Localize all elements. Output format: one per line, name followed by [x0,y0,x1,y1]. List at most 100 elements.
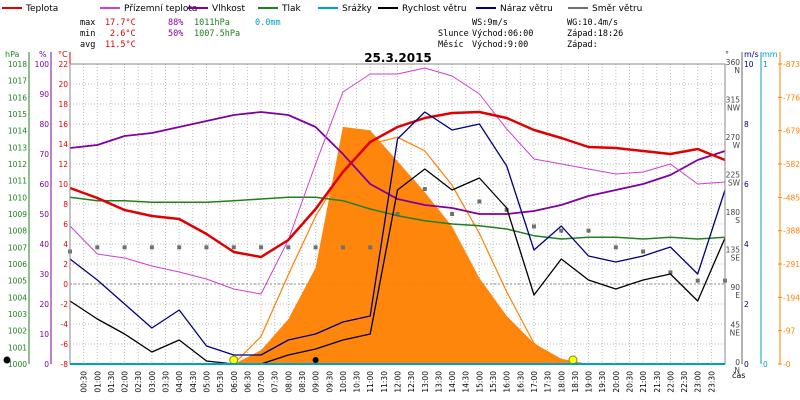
axis-ticks: 1018101710161015101410131012101110101009… [8,58,800,393]
time-tick-label: 15:00 [475,371,484,393]
wind-tick-label: 2 [744,300,749,309]
temperature-unit-label: °C [58,50,68,59]
direction-tick-label: 270 [726,133,741,142]
wind-tick-label: 8 [744,120,749,129]
solar-tick-label: -679 [783,127,800,136]
solar-tick-label: -582 [783,160,800,169]
wind-tick-label: 6 [744,180,749,189]
sunrise-info: Východ:06:00 [472,29,533,39]
humidity-tick-label: 100 [35,60,50,69]
stat-max-rain: 0.0mm [255,18,281,28]
legend: Teplota Přízemní teplota Vlhkost Tlak Sr… [2,4,642,14]
wind-direction-point [122,245,127,250]
humidity-tick-label: 60 [39,180,49,189]
pressure-line [69,196,726,240]
pressure-tick-label: 1013 [8,143,27,152]
pressure-tick-label: 1000 [8,360,27,369]
stat-min-label: min [80,29,95,39]
legend-label-wind-speed: Rychlost větru [402,4,467,14]
direction-compass-label: E [735,291,740,300]
direction-tick-label: 225 [726,171,741,180]
time-tick-label: 05:00 [202,371,211,393]
legend-item-humidity: Vlhkost [188,4,245,14]
moonset-info: Západ: [567,40,598,50]
legend-item-rain: Srážky [318,4,373,14]
solar-tick-label: -0 [783,360,791,369]
wind-direction-point [313,245,318,250]
sunrise-marker [229,355,239,365]
direction-tick-label: 315 [726,96,741,105]
temperature-tick-label: 10 [58,180,68,189]
wind-direction-point [149,245,154,250]
legend-item-direction: Směr větru [568,4,642,14]
time-tick-label: 21:30 [653,371,662,393]
time-tick-label: 09:00 [312,371,321,393]
rain-tick-label: 1 [763,60,768,69]
pressure-unit-label: hPa [5,50,20,59]
legend-label-temperature: Teplota [25,4,58,14]
stat-min-temp: 2.6°C [110,29,136,39]
time-tick-label: 19:30 [598,371,607,393]
solar-tick-label: -97 [783,327,795,336]
humidity-tick-label: 80 [39,120,49,129]
time-tick-label: 07:00 [257,371,266,393]
temperature-tick-label: 0 [63,280,68,289]
time-tick-label: 22:00 [666,371,675,393]
time-tick-label: 01:00 [93,371,102,393]
pressure-tick-label: 1015 [8,110,27,119]
direction-tick-label: 90 [730,283,740,292]
time-tick-label: 15:30 [489,371,498,393]
legend-item-ground-temp: Přízemní teplota [100,4,197,14]
time-tick-label: 11:30 [380,371,389,393]
humidity-tick-label: 0 [44,360,49,369]
direction-compass-label: SE [731,254,741,263]
wind-direction-point [695,278,700,283]
time-tick-label: 06:00 [230,371,239,393]
pressure-tick-label: 1010 [8,193,27,202]
stat-max-label: max [80,18,95,28]
direction-tick-label: 180 [726,208,741,217]
sunset-marker [568,355,578,365]
legend-item-temperature: Teplota [2,4,58,14]
solar-tick-label: -388 [783,227,800,236]
wind-direction-point [340,245,345,250]
direction-tick-label: 45 [730,321,740,330]
time-tick-label: 06:30 [243,371,252,393]
solar-tick-label: -873 [783,60,800,69]
wind-direction-point [450,212,455,216]
humidity-tick-label: 90 [39,90,49,99]
time-tick-label: 12:00 [394,371,403,393]
legend-label-pressure: Tlak [281,4,302,14]
time-tick-label: 21:00 [639,371,648,393]
wind-direction-point [95,245,100,250]
temperature-tick-label: -8 [61,360,69,369]
pressure-tick-label: 1009 [8,210,27,219]
humidity-tick-label: 70 [39,150,49,159]
pressure-tick-label: 1014 [8,127,27,136]
wind-direction-point [259,245,264,250]
origin-dot [3,356,11,364]
wind-direction-point [641,249,646,254]
stat-min-hum: 50% [168,29,183,39]
legend-label-rain: Srážky [342,4,373,14]
temperature-line [69,110,726,259]
rain-unit-label: mm [762,50,778,59]
rain-tick-label: 0 [763,360,768,369]
humidity-tick-label: 20 [39,300,49,309]
temperature-tick-label: 2 [63,260,68,269]
stats-block: max 17.7°C 88% 1011hPa 0.0mm min 2.6°C 5… [80,18,281,50]
legend-label-direction: Směr větru [592,4,642,14]
time-tick-label: 09:30 [325,371,334,393]
stat-min-press: 1007.5hPa [194,29,240,39]
moonrise-info: Východ:9:00 [472,40,528,50]
temperature-tick-label: 8 [63,200,68,209]
time-tick-label: 00:30 [80,371,89,393]
sun-label: Slunce [438,29,469,39]
wind-gust-info: WG:10.4m/s [567,18,618,28]
time-tick-label: 18:00 [557,371,566,393]
wind-speed-line [69,168,726,365]
time-tick-label: 02:30 [134,371,143,393]
direction-tick-label: 135 [726,246,741,255]
wind-direction-point [668,270,673,275]
